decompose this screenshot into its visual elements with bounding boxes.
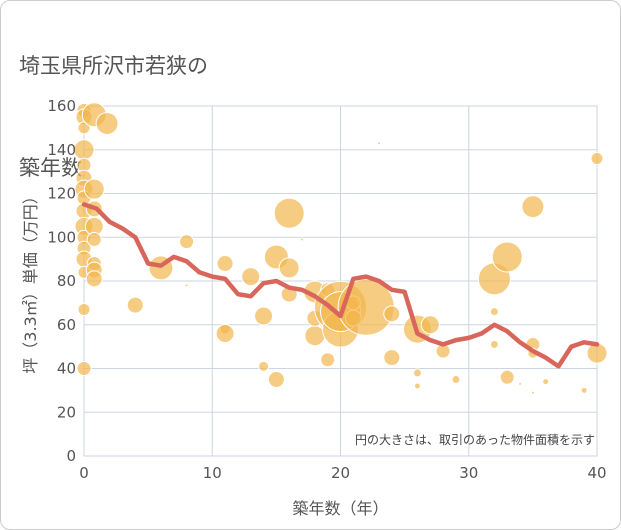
bubble-point-65 xyxy=(499,369,515,385)
y-tick-label-7: 140 xyxy=(47,141,76,159)
y-tick-label-2: 40 xyxy=(57,360,76,378)
y-tick-label-0: 0 xyxy=(66,447,76,465)
y-tick-label-6: 120 xyxy=(47,185,76,203)
bubble-point-71 xyxy=(542,378,550,386)
bubble-point-25 xyxy=(126,296,144,314)
bubble-point-72 xyxy=(580,386,588,394)
bubble-point-28 xyxy=(184,283,189,288)
bubble-point-20 xyxy=(86,231,102,247)
bubble-point-36 xyxy=(267,370,285,388)
x-tick-label-3: 30 xyxy=(459,464,478,482)
bubble-point-63 xyxy=(489,339,499,349)
bubble-point-24 xyxy=(95,112,119,135)
bubble-point-27 xyxy=(179,234,195,250)
y-tick-label-5: 100 xyxy=(47,228,76,246)
bubble-point-17 xyxy=(83,178,105,200)
bubble-point-60 xyxy=(451,374,461,384)
bubble-point-62 xyxy=(489,307,499,317)
x-tick-label-1: 10 xyxy=(203,464,222,482)
bubble-point-37 xyxy=(273,197,305,229)
bubble-point-57 xyxy=(413,382,421,390)
size-annotation: 円の大きさは、取引のあった物件面積を示す xyxy=(355,432,595,447)
y-tick-label-3: 60 xyxy=(57,316,76,334)
y-tick-label-8: 160 xyxy=(47,97,76,115)
x-tick-labels: 0 10 20 30 40 xyxy=(79,464,606,482)
grid xyxy=(83,105,598,457)
bubble-point-29 xyxy=(216,255,234,272)
bubble-point-64 xyxy=(491,241,523,273)
bubble-point-42 xyxy=(304,325,326,347)
bubble-point-31 xyxy=(215,324,235,343)
bubble-point-56 xyxy=(412,368,422,378)
bubble-point-58 xyxy=(420,315,440,335)
bubble-point-3 xyxy=(73,139,95,161)
y-tick-label-1: 20 xyxy=(57,403,76,421)
bubble-point-66 xyxy=(518,381,523,386)
bubble-point-33 xyxy=(254,306,274,326)
bubble-point-73 xyxy=(590,152,604,165)
x-axis-label: 築年数（年） xyxy=(292,499,388,518)
y-axis-label: 坪（3.3㎡）単価（万円） xyxy=(21,188,40,373)
bubble-point-14 xyxy=(77,302,91,316)
bubble-point-15 xyxy=(76,361,92,376)
x-tick-label-2: 20 xyxy=(331,464,350,482)
bubble-point-67 xyxy=(521,195,545,219)
bubble-point-45 xyxy=(320,352,336,368)
bubble-point-53 xyxy=(383,305,401,323)
y-tick-label-4: 80 xyxy=(57,272,76,290)
trend-line xyxy=(81,202,600,369)
bubble-point-23 xyxy=(85,270,103,288)
bubble-point-52 xyxy=(376,141,381,146)
bubble-point-38 xyxy=(278,257,300,279)
chart-title-line-1: 埼玉県所沢市若狭の xyxy=(19,54,208,78)
bubble-point-70 xyxy=(530,390,535,395)
bubble-point-32 xyxy=(241,267,261,287)
bubble-point-54 xyxy=(383,349,401,367)
x-tick-label-0: 0 xyxy=(79,464,89,482)
bubble-point-40 xyxy=(300,237,305,242)
y-tick-labels: 0 20 40 60 80 100 120 140 160 xyxy=(47,97,76,465)
bubble-point-34 xyxy=(258,360,270,372)
x-tick-label-4: 40 xyxy=(587,464,606,482)
